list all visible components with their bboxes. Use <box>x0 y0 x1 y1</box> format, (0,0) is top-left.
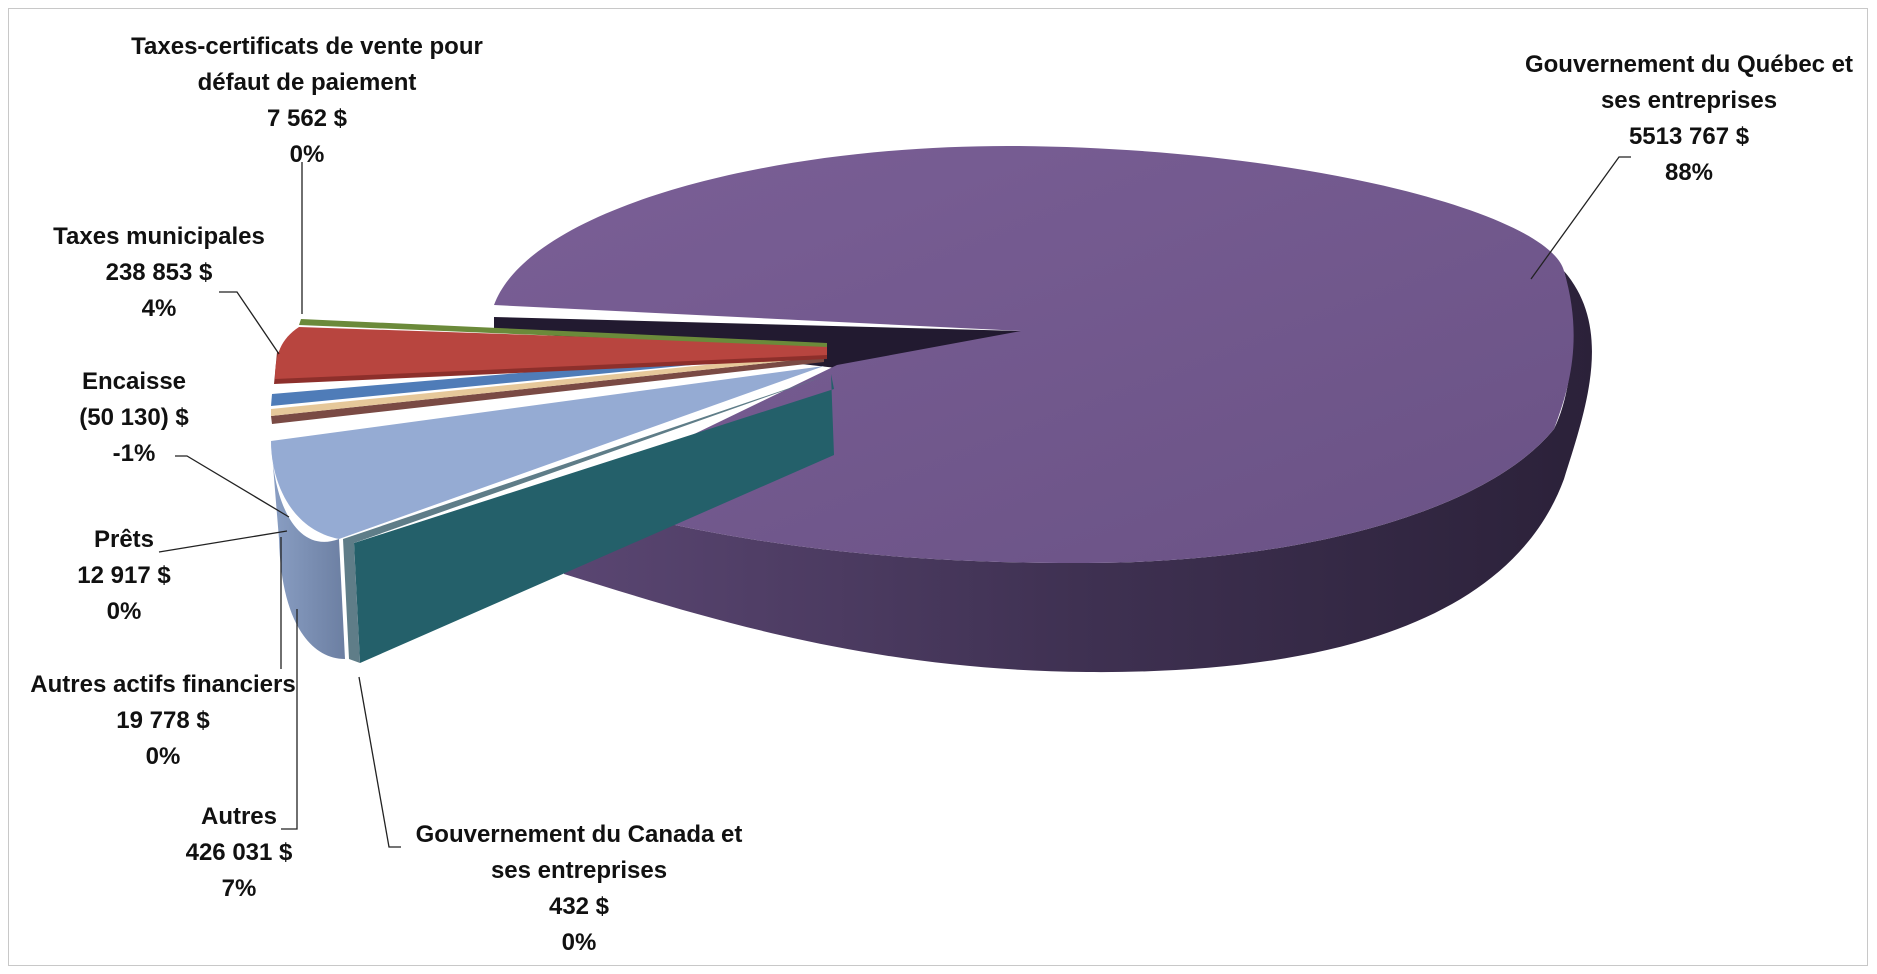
pie-chart <box>158 145 1631 848</box>
label-prets-line1: Prêts <box>93 526 155 553</box>
label-quebec-percent: 88% <box>1664 159 1714 186</box>
chart-frame: Gouvernement du Québec et ses entreprise… <box>8 8 1868 966</box>
leader-lines <box>158 156 1631 848</box>
leader-quebec <box>1530 156 1631 280</box>
label-quebec-value: 5513 767 $ <box>1628 123 1750 150</box>
label-autres-actifs-value: 19 778 $ <box>116 707 210 734</box>
slice-prets-face <box>271 353 824 416</box>
label-taxes-certificats-line2: défaut de paiement <box>197 69 417 96</box>
leader-canada <box>358 676 401 848</box>
slice-autres-actifs-face <box>271 357 824 424</box>
label-autres-actifs: Autres actifs financiers 19 778 $ 0% <box>13 667 313 775</box>
label-taxes-certificats-line1: Taxes-certificats de vente pour <box>131 33 483 60</box>
slice-prets <box>271 353 824 416</box>
label-encaisse: Encaisse (50 130) $ -1% <box>49 364 219 472</box>
label-canada: Gouvernement du Canada et ses entreprise… <box>394 817 764 961</box>
label-autres-value: 426 031 $ <box>185 839 293 866</box>
slice-canada-face <box>354 374 834 663</box>
slice-canada <box>343 374 834 663</box>
label-quebec-line2: ses entreprises <box>1600 87 1778 114</box>
label-canada-value: 432 $ <box>548 893 610 920</box>
slice-autres-top <box>271 366 824 539</box>
label-prets-value: 12 917 $ <box>77 562 171 589</box>
leader-encaisse <box>175 455 290 518</box>
label-taxes-municipales-line1: Taxes municipales <box>53 223 265 250</box>
label-autres-actifs-line1: Autres actifs financiers <box>30 671 296 698</box>
leader-prets <box>158 530 288 553</box>
label-autres-actifs-percent: 0% <box>145 743 181 770</box>
label-autres: Autres 426 031 $ 7% <box>159 799 319 907</box>
label-encaisse-percent: -1% <box>112 440 156 467</box>
label-taxes-municipales-percent: 4% <box>141 295 177 322</box>
label-autres-percent: 7% <box>221 875 257 902</box>
label-canada-percent: 0% <box>561 929 597 956</box>
label-quebec: Gouvernement du Québec et ses entreprise… <box>1509 47 1869 191</box>
label-encaisse-value: (50 130) $ <box>79 404 189 431</box>
slice-autres <box>271 366 824 659</box>
label-prets: Prêts 12 917 $ 0% <box>49 522 199 630</box>
slice-taxes-certificats <box>299 319 827 347</box>
label-taxes-certificats-percent: 0% <box>289 141 325 168</box>
label-canada-line2: ses entreprises <box>490 857 668 884</box>
label-taxes-certificats: Taxes-certificats de vente pour défaut d… <box>107 29 507 173</box>
slice-autres-side <box>271 441 345 659</box>
leader-taxes-municipales <box>219 291 280 355</box>
label-taxes-municipales: Taxes municipales 238 853 $ 4% <box>29 219 289 327</box>
slice-taxes-certificats-face <box>299 319 827 347</box>
label-autres-line1: Autres <box>200 803 278 830</box>
label-canada-line1: Gouvernement du Canada et <box>415 821 743 848</box>
leader-autres <box>281 609 298 830</box>
label-taxes-certificats-value: 7 562 $ <box>266 105 348 132</box>
slice-autres-actifs <box>271 357 824 424</box>
label-encaisse-line1: Encaisse <box>81 368 187 395</box>
slice-taxes-municipales <box>274 327 827 384</box>
label-prets-percent: 0% <box>106 598 142 625</box>
slice-quebec-side <box>564 271 1592 673</box>
slice-taxes-top <box>275 327 827 379</box>
label-quebec-line1: Gouvernement du Québec et <box>1524 51 1854 78</box>
label-taxes-municipales-value: 238 853 $ <box>105 259 213 286</box>
